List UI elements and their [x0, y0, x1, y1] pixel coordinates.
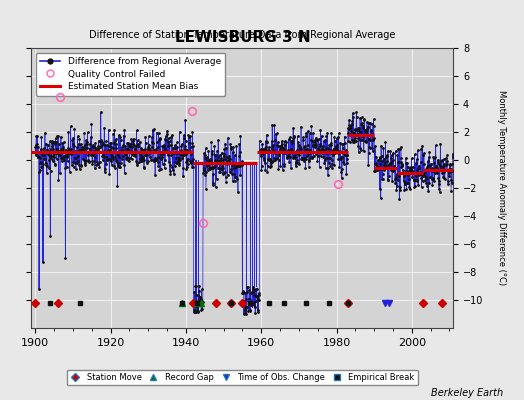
- Legend: Station Move, Record Gap, Time of Obs. Change, Empirical Break: Station Move, Record Gap, Time of Obs. C…: [67, 370, 418, 386]
- Text: Berkeley Earth: Berkeley Earth: [431, 388, 503, 398]
- Text: Difference of Station Temperature Data from Regional Average: Difference of Station Temperature Data f…: [89, 30, 396, 40]
- Title: LEWISBURG 3 N: LEWISBURG 3 N: [174, 30, 310, 46]
- Y-axis label: Monthly Temperature Anomaly Difference (°C): Monthly Temperature Anomaly Difference (…: [497, 90, 506, 286]
